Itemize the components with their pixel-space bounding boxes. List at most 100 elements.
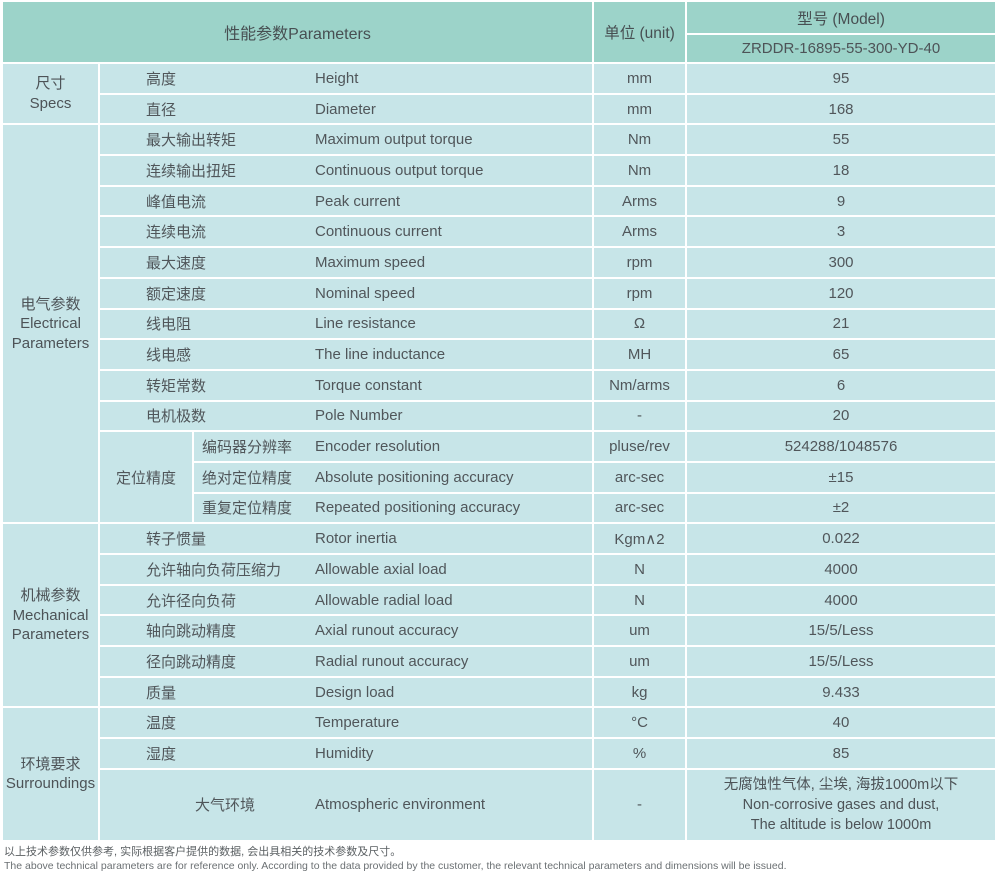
value-cell: 85 xyxy=(687,739,995,768)
value-cell: ±2 xyxy=(687,493,995,523)
param-cn: 大气环境 xyxy=(195,797,256,815)
table-row: 电机极数 Pole Number - 20 xyxy=(100,401,995,431)
param-cell: 轴向跳动精度 Axial runout accuracy xyxy=(100,616,592,646)
group-label-cn: 电气参数 xyxy=(20,295,81,313)
unit-cell: Arms xyxy=(594,186,685,216)
param-cn: 线电阻 xyxy=(146,316,192,334)
group-label-en: Electrical Parameters xyxy=(11,315,90,352)
table-row: 额定速度 Nominal speed rpm 120 xyxy=(100,278,995,308)
param-cn: 质量 xyxy=(146,684,177,702)
value-cell: 15/5/Less xyxy=(687,616,995,646)
param-cell: 绝对定位精度 Absolute positioning accuracy xyxy=(194,462,592,492)
table-row: 编码器分辨率 Encoder resolution pluse/rev 52428… xyxy=(194,432,995,461)
group-label-en: Surroundings xyxy=(5,775,96,793)
param-cn: 温度 xyxy=(146,715,177,733)
group-label-cn: 环境要求 xyxy=(20,755,81,773)
value-cell: 20 xyxy=(687,401,995,431)
param-cn: 转子惯量 xyxy=(146,531,207,549)
value-cell: 4000 xyxy=(687,585,995,615)
param-cell: 最大输出转矩 Maximum output torque xyxy=(100,125,592,155)
unit-cell: Nm xyxy=(594,125,685,155)
atmospheric-line-en2: The altitude is below 1000m xyxy=(750,816,932,833)
unit-cell: - xyxy=(594,401,685,431)
param-en: Rotor inertia xyxy=(315,530,397,548)
value-cell: 524288/1048576 xyxy=(687,432,995,461)
unit-cell: um xyxy=(594,616,685,646)
param-cn: 径向跳动精度 xyxy=(146,653,237,671)
param-en: Temperature xyxy=(315,714,400,732)
footnote: 以上技术参数仅供参考, 实际根据客户提供的数据, 会出具相关的技术参数及尺寸。 … xyxy=(4,845,994,873)
param-en: Peak current xyxy=(315,192,401,210)
param-en: Axial runout accuracy xyxy=(315,622,459,640)
group-surroundings: 环境要求 Surroundings 温度 Temperature °C 40 湿度 H… xyxy=(3,708,995,840)
param-cell: 允许径向负荷 Allowable radial load xyxy=(100,585,592,615)
value-cell: 15/5/Less xyxy=(687,647,995,676)
unit-cell: MH xyxy=(594,340,685,369)
param-cn: 最大速度 xyxy=(146,254,207,272)
table-row: 最大输出转矩 Maximum output torque Nm 55 xyxy=(100,125,995,155)
unit-cell: rpm xyxy=(594,278,685,308)
group-label-en: Specs xyxy=(29,94,72,112)
param-en: Maximum speed xyxy=(315,253,426,271)
model-number-cell: ZRDDR-16895-55-300-YD-40 xyxy=(687,35,995,62)
param-en: Allowable axial load xyxy=(315,560,447,578)
value-cell: 40 xyxy=(687,708,995,738)
unit-cell: °C xyxy=(594,708,685,738)
param-cell: 编码器分辨率 Encoder resolution xyxy=(194,432,592,461)
param-en: Humidity xyxy=(315,744,374,762)
unit-cell: arc-sec xyxy=(594,462,685,492)
param-en: Continuous output torque xyxy=(315,161,484,179)
param-cell: 允许轴向负荷压缩力 Allowable axial load xyxy=(100,555,592,584)
param-cn: 转矩常数 xyxy=(146,377,207,395)
parameters-header-cell: 性能参数Parameters xyxy=(3,2,592,62)
param-cn: 允许轴向负荷压缩力 xyxy=(146,561,282,579)
group-label-mechanical: 机械参数 Mechanical Parameters xyxy=(3,524,98,707)
unit-cell: pluse/rev xyxy=(594,432,685,461)
param-en: Radial runout accuracy xyxy=(315,652,469,670)
group-label-cn: 尺寸 xyxy=(35,75,66,93)
param-en: Continuous current xyxy=(315,223,442,241)
unit-cell: mm xyxy=(594,94,685,124)
spec-table: 性能参数Parameters 单位 (unit) 型号 (Model) ZRDD… xyxy=(3,2,995,840)
table-row: 允许轴向负荷压缩力 Allowable axial load N 4000 xyxy=(100,555,995,584)
group-label-specs: 尺寸 Specs xyxy=(3,64,98,124)
param-en: Absolute positioning accuracy xyxy=(315,468,514,486)
param-cn: 线电感 xyxy=(146,347,192,365)
param-cell: 大气环境 Atmospheric environment xyxy=(100,769,592,840)
table-row: 峰值电流 Peak current Arms 9 xyxy=(100,186,995,216)
param-cell: 直径 Diameter xyxy=(100,94,592,124)
unit-cell: Kgm∧2 xyxy=(594,524,685,553)
param-cell: 连续电流 Continuous current xyxy=(100,217,592,247)
param-cn: 直径 xyxy=(146,101,177,119)
param-cell: 径向跳动精度 Radial runout accuracy xyxy=(100,647,592,676)
model-header-column: 型号 (Model) ZRDDR-16895-55-300-YD-40 xyxy=(687,2,995,62)
param-cell: 最大速度 Maximum speed xyxy=(100,248,592,277)
param-en: Pole Number xyxy=(315,407,403,425)
param-cell: 高度 Height xyxy=(100,64,592,93)
value-cell: 21 xyxy=(687,309,995,339)
table-row: 连续电流 Continuous current Arms 3 xyxy=(100,217,995,247)
unit-cell: % xyxy=(594,739,685,768)
table-row: 径向跳动精度 Radial runout accuracy um 15/5/Les… xyxy=(100,647,995,676)
group-label-electrical: 电气参数 Electrical Parameters xyxy=(3,125,98,523)
param-cell: 重复定位精度 Repeated positioning accuracy xyxy=(194,493,592,523)
unit-cell: Nm xyxy=(594,156,685,185)
group-specs: 尺寸 Specs 高度 Height mm 95 直径 Diameter mm 168 xyxy=(3,64,995,124)
value-cell: 18 xyxy=(687,156,995,185)
unit-cell: mm xyxy=(594,64,685,93)
param-en: Design load xyxy=(315,683,395,701)
param-en: Diameter xyxy=(315,100,376,118)
table-row: 最大速度 Maximum speed rpm 300 xyxy=(100,248,995,277)
unit-cell: - xyxy=(594,769,685,840)
value-cell: 9.433 xyxy=(687,677,995,707)
unit-cell: um xyxy=(594,647,685,676)
value-cell: 65 xyxy=(687,340,995,369)
param-cn: 连续输出扭矩 xyxy=(146,162,237,180)
value-cell: 95 xyxy=(687,64,995,93)
param-en: Allowable radial load xyxy=(315,591,453,609)
param-cn: 额定速度 xyxy=(146,285,207,303)
unit-cell: Ω xyxy=(594,309,685,339)
table-row: 高度 Height mm 95 xyxy=(100,64,995,93)
param-en: Nominal speed xyxy=(315,284,416,302)
